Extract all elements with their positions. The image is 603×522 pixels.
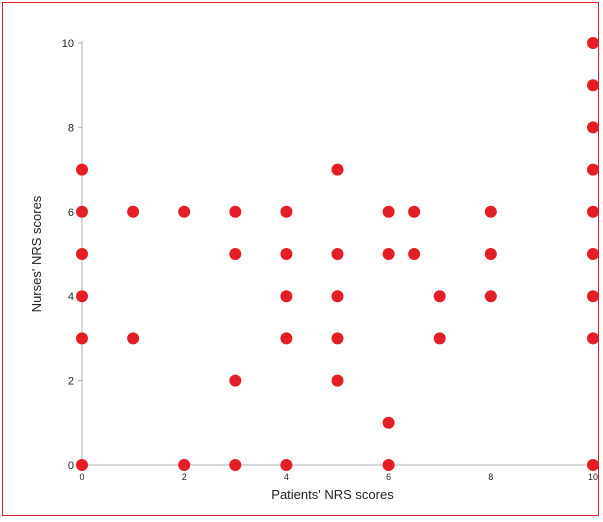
data-point [587, 459, 599, 471]
data-point [382, 416, 395, 429]
y-tick-label: 4 [68, 291, 74, 303]
data-point [587, 121, 599, 134]
x-tick-label: 2 [182, 472, 187, 482]
data-point [587, 163, 599, 176]
data-point [76, 163, 88, 176]
x-tick-label: 10 [588, 472, 598, 482]
data-point [280, 205, 293, 218]
ticks: 0 2 4 6 8 10 0 2 4 6 8 10 [62, 38, 598, 482]
data-point [587, 290, 599, 303]
data-point [280, 332, 293, 345]
y-tick-label: 8 [68, 122, 74, 134]
scatter-chart: 0 2 4 6 8 10 0 2 4 6 8 10 Patients' NRS scores Nurs… [29, 37, 599, 502]
data-point [127, 205, 140, 218]
x-tick-label: 0 [79, 472, 84, 482]
data-point [331, 248, 344, 260]
data-point [587, 205, 599, 218]
data-point [229, 459, 242, 471]
data-point [331, 374, 344, 387]
data-point [408, 248, 421, 260]
data-point [229, 248, 242, 260]
data-point [484, 205, 497, 218]
data-point [178, 459, 191, 471]
data-point [433, 332, 446, 345]
data-point [382, 205, 395, 218]
y-tick-label: 0 [68, 460, 74, 472]
data-point [127, 332, 140, 345]
data-point [382, 459, 395, 471]
data-point [433, 290, 446, 303]
data-point [76, 332, 88, 345]
data-point [331, 163, 344, 176]
y-axis-title: Nurses' NRS scores [29, 195, 44, 312]
data-point [587, 37, 599, 49]
data-point [178, 205, 191, 218]
data-point [76, 459, 88, 471]
data-point [331, 290, 344, 303]
data-point [484, 290, 497, 303]
x-axis-title: Patients' NRS scores [271, 487, 394, 502]
x-tick-label: 8 [488, 472, 493, 482]
data-points [76, 37, 599, 471]
data-point [280, 290, 293, 303]
data-point [76, 205, 88, 218]
x-tick-label: 6 [386, 472, 391, 482]
data-point [229, 374, 242, 387]
x-tick-label: 4 [284, 472, 289, 482]
y-tick-label: 10 [62, 38, 74, 50]
data-point [587, 248, 599, 260]
data-point [76, 290, 88, 303]
data-point [76, 248, 88, 260]
chart-frame: 0 2 4 6 8 10 0 2 4 6 8 10 Patients' NRS scores Nurs… [2, 2, 599, 516]
y-tick-label: 6 [68, 207, 74, 219]
data-point [408, 205, 421, 218]
data-point [587, 332, 599, 345]
data-point [382, 248, 395, 260]
data-point [331, 332, 344, 345]
data-point [587, 79, 599, 92]
data-point [280, 459, 293, 471]
data-point [229, 205, 242, 218]
data-point [280, 248, 293, 260]
y-tick-label: 2 [68, 376, 74, 388]
data-point [484, 248, 497, 260]
